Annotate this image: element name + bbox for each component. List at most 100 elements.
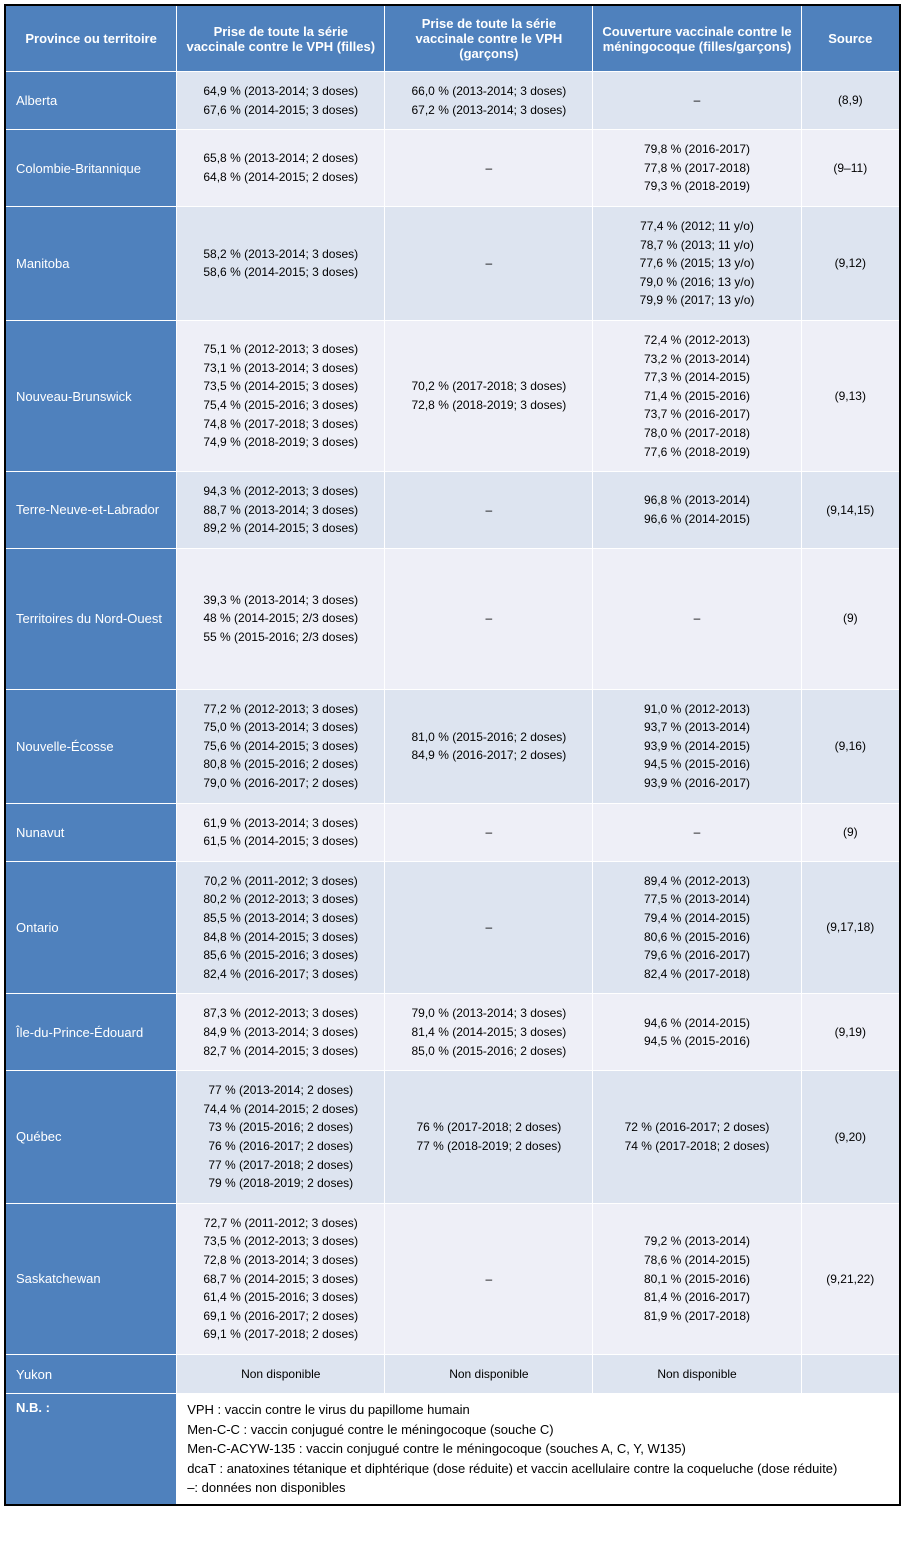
footnote-line: Men-C-C : vaccin conjugué contre le méni…	[187, 1420, 889, 1440]
cell-value: 87,3 % (2012-2013; 3 doses)	[185, 1004, 376, 1023]
cell-value: –	[393, 823, 584, 842]
cell-value: 77 % (2017-2018; 2 doses)	[185, 1156, 376, 1175]
cell-value: 58,6 % (2014-2015; 3 doses)	[185, 263, 376, 282]
cell-value: –	[393, 918, 584, 937]
cell-value: 73,5 % (2012-2013; 3 doses)	[185, 1232, 376, 1251]
data-cell: 58,2 % (2013-2014; 3 doses)58,6 % (2014-…	[177, 206, 385, 320]
cell-value: 96,6 % (2014-2015)	[601, 510, 792, 529]
cell-value: 82,4 % (2016-2017; 3 doses)	[185, 965, 376, 984]
cell-value: 58,2 % (2013-2014; 3 doses)	[185, 245, 376, 264]
cell-value: 78,6 % (2014-2015)	[601, 1251, 792, 1270]
province-cell: Territoires du Nord-Ouest	[5, 548, 177, 689]
data-cell: 89,4 % (2012-2013)77,5 % (2013-2014)79,4…	[593, 861, 801, 994]
footnote-line: –: données non disponibles	[187, 1478, 889, 1498]
data-cell: –	[593, 72, 801, 130]
source-cell: (9,13)	[801, 320, 900, 471]
data-cell: 64,9 % (2013-2014; 3 doses)67,6 % (2014-…	[177, 72, 385, 130]
cell-value: 79,0 % (2016-2017; 2 doses)	[185, 774, 376, 793]
cell-value: 73,7 % (2016-2017)	[601, 405, 792, 424]
cell-value: 84,9 % (2016-2017; 2 doses)	[393, 746, 584, 765]
cell-value: Non disponible	[601, 1365, 792, 1384]
data-cell: –	[385, 548, 593, 689]
cell-value: 77 % (2018-2019; 2 doses)	[393, 1137, 584, 1156]
data-cell: –	[593, 548, 801, 689]
cell-value: 77,6 % (2018-2019)	[601, 443, 792, 462]
cell-value: 79,2 % (2013-2014)	[601, 1232, 792, 1251]
province-cell: Alberta	[5, 72, 177, 130]
cell-value: 94,3 % (2012-2013; 3 doses)	[185, 482, 376, 501]
data-cell: –	[385, 206, 593, 320]
cell-value: 75,4 % (2015-2016; 3 doses)	[185, 396, 376, 415]
cell-value: 77,5 % (2013-2014)	[601, 890, 792, 909]
cell-value: 70,2 % (2011-2012; 3 doses)	[185, 872, 376, 891]
cell-value: –	[393, 609, 584, 628]
data-cell: 96,8 % (2013-2014)96,6 % (2014-2015)	[593, 472, 801, 549]
table-row: YukonNon disponibleNon disponibleNon dis…	[5, 1354, 900, 1394]
cell-value: 94,5 % (2015-2016)	[601, 755, 792, 774]
footnote-label: N.B. :	[5, 1394, 177, 1505]
footnote-body: VPH : vaccin contre le virus du papillom…	[177, 1394, 900, 1505]
cell-value: 75,6 % (2014-2015; 3 doses)	[185, 737, 376, 756]
table-row: Île-du-Prince-Édouard87,3 % (2012-2013; …	[5, 994, 900, 1071]
cell-value: 67,6 % (2014-2015; 3 doses)	[185, 101, 376, 120]
cell-value: 73,2 % (2013-2014)	[601, 350, 792, 369]
cell-value: 69,1 % (2017-2018; 2 doses)	[185, 1325, 376, 1344]
data-cell: 66,0 % (2013-2014; 3 doses)67,2 % (2013-…	[385, 72, 593, 130]
data-cell: 72 % (2016-2017; 2 doses)74 % (2017-2018…	[593, 1071, 801, 1204]
cell-value: 88,7 % (2013-2014; 3 doses)	[185, 501, 376, 520]
cell-value: Non disponible	[393, 1365, 584, 1384]
province-cell: Nunavut	[5, 803, 177, 861]
cell-value: 84,8 % (2014-2015; 3 doses)	[185, 928, 376, 947]
cell-value: 91,0 % (2012-2013)	[601, 700, 792, 719]
data-cell: 94,6 % (2014-2015)94,5 % (2015-2016)	[593, 994, 801, 1071]
cell-value: 89,4 % (2012-2013)	[601, 872, 792, 891]
cell-value: –	[393, 501, 584, 520]
cell-value: 67,2 % (2013-2014; 3 doses)	[393, 101, 584, 120]
table-header-row: Province ou territoirePrise de toute la …	[5, 5, 900, 72]
cell-value: –	[601, 823, 792, 842]
cell-value: 94,5 % (2015-2016)	[601, 1032, 792, 1051]
data-cell: –	[593, 803, 801, 861]
data-cell: 79,2 % (2013-2014)78,6 % (2014-2015)80,1…	[593, 1203, 801, 1354]
province-cell: Colombie-Britannique	[5, 130, 177, 207]
data-cell: 79,8 % (2016-2017)77,8 % (2017-2018)79,3…	[593, 130, 801, 207]
data-cell: Non disponible	[593, 1354, 801, 1394]
cell-value: 89,2 % (2014-2015; 3 doses)	[185, 519, 376, 538]
cell-value: 84,9 % (2013-2014; 3 doses)	[185, 1023, 376, 1042]
data-cell: 77,4 % (2012; 11 y/o)78,7 % (2013; 11 y/…	[593, 206, 801, 320]
data-cell: 77 % (2013-2014; 2 doses)74,4 % (2014-20…	[177, 1071, 385, 1204]
cell-value: –	[393, 159, 584, 178]
cell-value: 72,4 % (2012-2013)	[601, 331, 792, 350]
cell-value: 65,8 % (2013-2014; 2 doses)	[185, 149, 376, 168]
cell-value: –	[393, 254, 584, 273]
table-row: Alberta64,9 % (2013-2014; 3 doses)67,6 %…	[5, 72, 900, 130]
cell-value: 81,4 % (2014-2015; 3 doses)	[393, 1023, 584, 1042]
cell-value: 77,8 % (2017-2018)	[601, 159, 792, 178]
footnote-line: VPH : vaccin contre le virus du papillom…	[187, 1400, 889, 1420]
cell-value: 85,0 % (2015-2016; 2 doses)	[393, 1042, 584, 1061]
footnote-line: dcaT : anatoxines tétanique et diphtériq…	[187, 1459, 889, 1479]
data-cell: 87,3 % (2012-2013; 3 doses)84,9 % (2013-…	[177, 994, 385, 1071]
cell-value: 73 % (2015-2016; 2 doses)	[185, 1118, 376, 1137]
column-header: Province ou territoire	[5, 5, 177, 72]
cell-value: 68,7 % (2014-2015; 3 doses)	[185, 1270, 376, 1289]
source-cell: (9,20)	[801, 1071, 900, 1204]
table-row: Saskatchewan72,7 % (2011-2012; 3 doses)7…	[5, 1203, 900, 1354]
cell-value: 77 % (2013-2014; 2 doses)	[185, 1081, 376, 1100]
data-cell: 91,0 % (2012-2013)93,7 % (2013-2014)93,9…	[593, 689, 801, 803]
cell-value: 79,9 % (2017; 13 y/o)	[601, 291, 792, 310]
data-cell: 72,4 % (2012-2013)73,2 % (2013-2014)77,3…	[593, 320, 801, 471]
data-cell: 76 % (2017-2018; 2 doses)77 % (2018-2019…	[385, 1071, 593, 1204]
cell-value: 79 % (2018-2019; 2 doses)	[185, 1174, 376, 1193]
province-cell: Île-du-Prince-Édouard	[5, 994, 177, 1071]
cell-value: 75,0 % (2013-2014; 3 doses)	[185, 718, 376, 737]
cell-value: 80,1 % (2015-2016)	[601, 1270, 792, 1289]
source-cell: (9)	[801, 803, 900, 861]
cell-value: 94,6 % (2014-2015)	[601, 1014, 792, 1033]
source-cell	[801, 1354, 900, 1394]
cell-value: 79,0 % (2016; 13 y/o)	[601, 273, 792, 292]
cell-value: 82,7 % (2014-2015; 3 doses)	[185, 1042, 376, 1061]
table-row: Colombie-Britannique 65,8 % (2013-2014; 2…	[5, 130, 900, 207]
footnote-row: N.B. : VPH : vaccin contre le virus du pa…	[5, 1394, 900, 1505]
source-cell: (9,12)	[801, 206, 900, 320]
